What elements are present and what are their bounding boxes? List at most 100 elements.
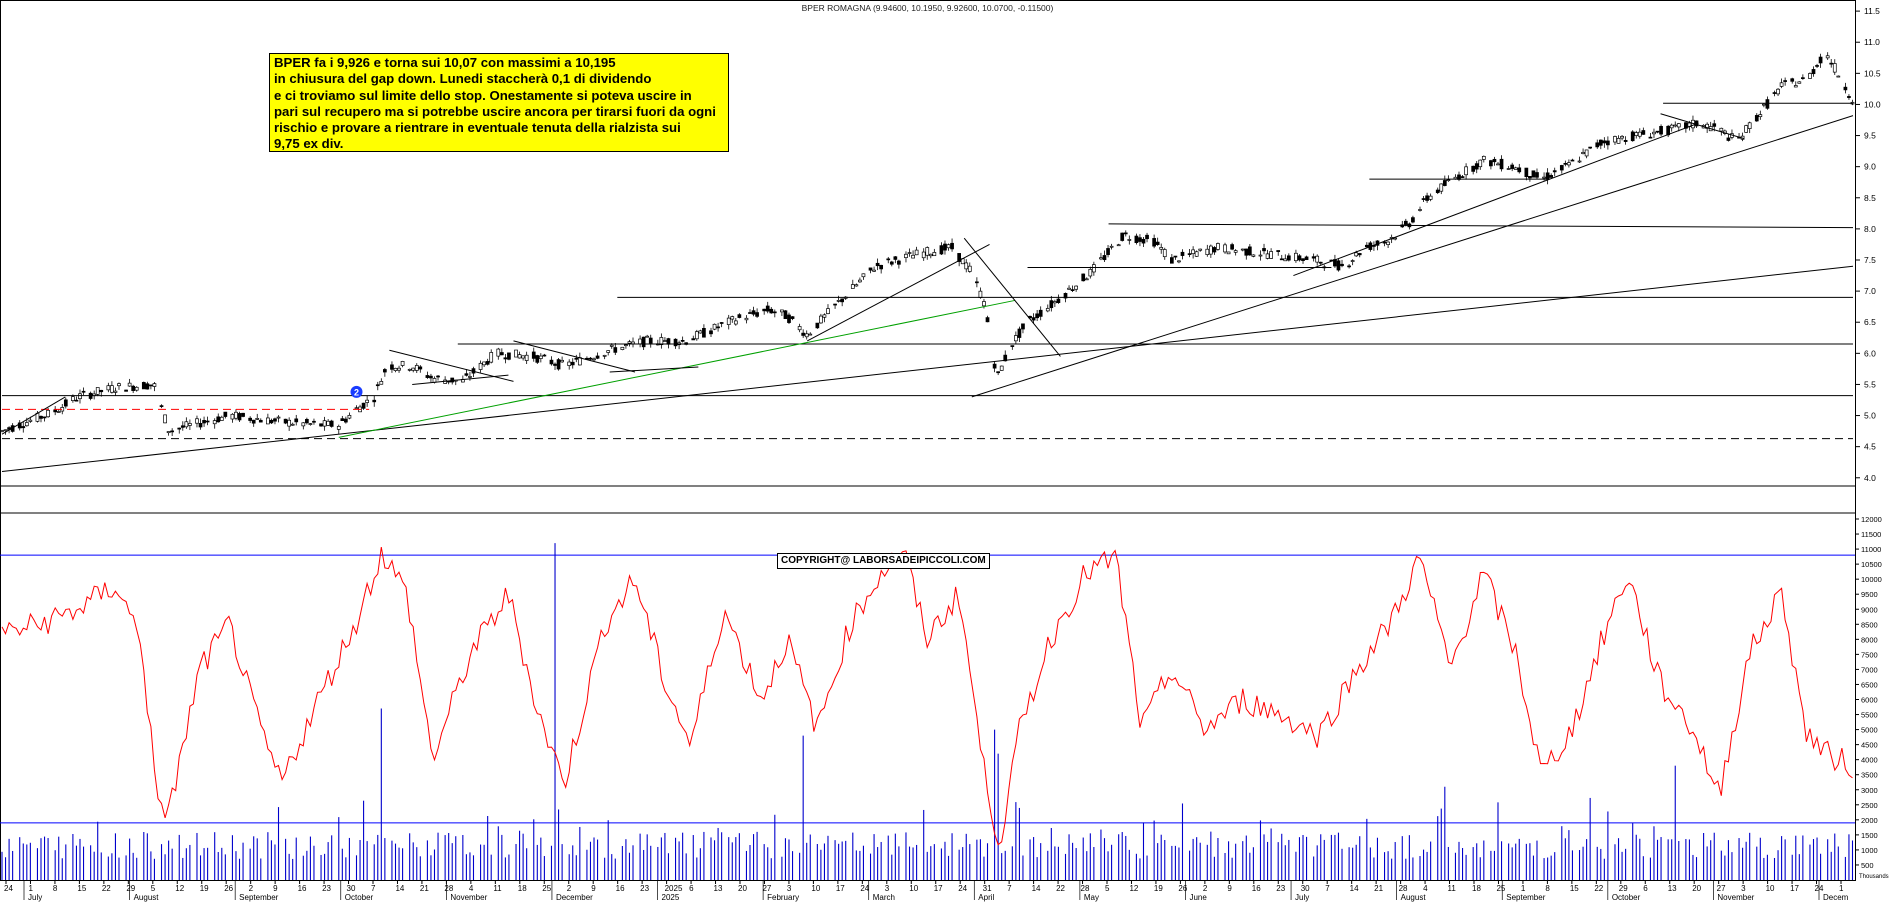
candle-body	[659, 337, 664, 346]
x-day-label: 4	[469, 884, 474, 893]
candle-body	[42, 416, 47, 419]
candle-body	[1350, 260, 1355, 262]
candle-body	[1354, 252, 1359, 257]
candle-body	[478, 362, 483, 370]
candle-body	[340, 418, 345, 421]
candle-body	[712, 323, 717, 330]
candle-body	[39, 415, 43, 419]
candle-body	[1216, 243, 1220, 250]
candle-body	[1056, 298, 1061, 303]
candle-body	[542, 354, 547, 357]
candle-body	[574, 357, 579, 360]
chart-header: BPER ROMAGNA (9.94600, 10.1950, 9.92600,…	[801, 3, 1054, 13]
candle-body	[1258, 254, 1263, 257]
x-day-label: 13	[1668, 884, 1677, 893]
candle-body	[904, 253, 908, 259]
x-day-label: 4	[1423, 884, 1428, 893]
candle-body	[1801, 77, 1805, 79]
candle-body	[535, 355, 540, 363]
candle-body	[645, 335, 650, 338]
x-day-label: 23	[1276, 884, 1285, 893]
x-day-label: 16	[298, 884, 307, 893]
candle-body	[1240, 248, 1245, 251]
candle-body	[925, 247, 930, 256]
candle-body	[836, 299, 841, 302]
candle-body	[627, 341, 632, 344]
candle-body	[975, 281, 979, 284]
candle-body	[1666, 125, 1671, 136]
candle-body	[609, 344, 614, 347]
price-tick-label: 5.0	[1864, 411, 1876, 421]
chart-frame	[0, 0, 1856, 881]
candle-body	[1489, 160, 1493, 167]
candle-body	[709, 330, 713, 335]
candle-body	[663, 340, 667, 342]
candle-body	[1177, 260, 1181, 263]
candle-body	[521, 355, 525, 359]
candle-body	[1021, 323, 1025, 330]
candle-body	[322, 420, 327, 427]
lower-axis-unit-label: Thousands	[1859, 874, 1889, 880]
x-day-label: 28	[444, 884, 453, 893]
candle-body	[21, 426, 26, 429]
candle-body	[166, 431, 171, 434]
trendline	[513, 340, 636, 373]
candle-body	[1357, 253, 1362, 256]
trendline	[338, 299, 1015, 438]
candle-body	[184, 421, 189, 428]
candle-body	[258, 419, 263, 423]
candle-body	[499, 352, 504, 356]
candle-body	[1825, 55, 1830, 59]
candle-body	[822, 314, 827, 318]
price-tick-label: 9.5	[1864, 131, 1876, 141]
candle-body	[95, 387, 100, 395]
candle-body	[188, 423, 192, 426]
candle-body	[957, 253, 962, 262]
candle-body	[24, 422, 29, 427]
candle-body	[748, 312, 752, 314]
x-day-label: 14	[395, 884, 404, 893]
candle-body	[790, 316, 795, 319]
candle-body	[815, 322, 820, 329]
candle-body	[379, 381, 384, 385]
x-day-label: 8	[1545, 884, 1550, 893]
candle-body	[1159, 247, 1164, 250]
candle-body	[468, 376, 472, 378]
candle-body	[198, 423, 203, 428]
candle-body	[1847, 96, 1851, 98]
candle-body	[1471, 165, 1476, 172]
candle-body	[1003, 354, 1008, 362]
oscillator-line	[1, 547, 1853, 846]
candle-body	[1180, 251, 1185, 256]
candle-body	[1017, 328, 1022, 338]
candle-body	[1620, 135, 1624, 139]
candle-body	[577, 357, 582, 366]
candle-body	[365, 399, 369, 403]
candle-body	[1563, 162, 1568, 165]
candle-body	[1754, 115, 1759, 122]
candle-body	[106, 385, 111, 391]
candle-body	[110, 385, 114, 393]
candle-body	[418, 366, 423, 370]
candle-body	[46, 409, 50, 418]
candle-body	[251, 419, 256, 424]
candle-body	[1669, 124, 1674, 129]
candle-body	[489, 352, 494, 363]
x-day-label: 1	[1839, 884, 1844, 893]
candle-body	[1053, 301, 1057, 304]
trendline	[1293, 122, 1699, 277]
candle-body	[780, 309, 784, 313]
x-day-label: 24	[4, 884, 13, 893]
candle-body	[78, 393, 82, 400]
x-month-label: November	[450, 893, 487, 902]
candle-body	[613, 347, 618, 353]
candle-body	[1818, 56, 1823, 64]
candle-body	[1744, 125, 1748, 133]
candle-body	[648, 337, 653, 344]
candle-body	[248, 417, 253, 421]
candle-body	[1170, 257, 1174, 264]
candle-body	[1659, 126, 1663, 135]
lower-tick-label: 10500	[1861, 560, 1882, 569]
candle-body	[1035, 313, 1039, 319]
candle-body	[517, 354, 522, 359]
